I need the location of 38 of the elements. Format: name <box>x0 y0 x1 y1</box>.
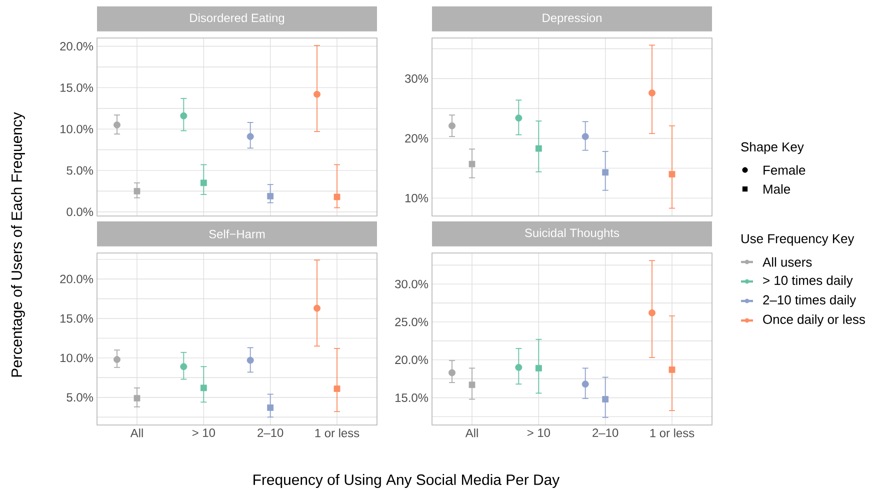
y-tick-label: 15.0% <box>395 393 428 402</box>
y-axis-title: Percentage of Users of Each Frequency <box>11 112 25 377</box>
y-tick-label: 20.0% <box>60 274 94 284</box>
y-tick-label: 25.0% <box>395 318 428 326</box>
y-tick-label: 15.0% <box>60 314 94 323</box>
x-tick-label: > 10 <box>527 428 550 437</box>
x-tick-label: 2–10 <box>592 428 618 437</box>
x-tick-label: 1 or less <box>315 428 360 438</box>
y-tick-label: 30.0% <box>395 280 428 288</box>
x-tick-label: All <box>465 428 478 438</box>
chart-title: Self−Harm <box>209 230 265 238</box>
x-tick-label: 1 or less <box>650 428 694 438</box>
y-tick-label: 10% <box>405 194 428 202</box>
y-tick-label: 0.0% <box>66 208 94 216</box>
y-tick-label: 15.0% <box>60 83 94 92</box>
text: Use Frequency Key <box>742 234 854 246</box>
x-tick-label: All <box>130 428 143 438</box>
x-axis-title: Frequency of Using Any Social Media Per Day <box>254 474 560 488</box>
category-label: Once daily or less <box>763 314 865 327</box>
y-tick-label: 20% <box>405 134 428 143</box>
category-label: 2–10 times daily <box>763 294 856 308</box>
x-tick-label: 2–10 <box>258 428 284 437</box>
y-tick-label: 20.0% <box>395 356 428 364</box>
y-tick-label: 10.0% <box>60 354 94 362</box>
chart-title: Depression <box>542 13 602 24</box>
category-label: > 10 times daily <box>763 275 853 288</box>
x-tick-label: > 10 <box>192 428 215 437</box>
legend-title: Shape Key <box>741 142 804 154</box>
text: Male <box>764 184 790 194</box>
chart-title: Disordered Eating <box>190 13 284 24</box>
y-tick-label: 5.0% <box>66 166 94 175</box>
y-tick-label: 30% <box>405 74 428 83</box>
chart-title: Suicidal Thoughts <box>525 228 620 240</box>
category-label: All users <box>762 257 812 267</box>
y-tick-label: 5.0% <box>66 393 94 402</box>
y-tick-label: 10.0% <box>60 124 94 134</box>
text: Female <box>764 165 806 175</box>
y-tick-label: 20.0% <box>60 42 94 50</box>
